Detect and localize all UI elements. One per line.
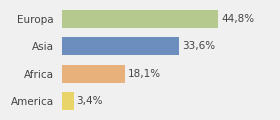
Bar [62,65,125,83]
Text: 44,8%: 44,8% [221,14,254,24]
Bar [62,37,179,55]
Text: 18,1%: 18,1% [128,69,161,79]
Text: 3,4%: 3,4% [76,96,103,106]
Bar [62,92,73,110]
Bar [62,10,218,28]
Text: 33,6%: 33,6% [182,41,215,51]
